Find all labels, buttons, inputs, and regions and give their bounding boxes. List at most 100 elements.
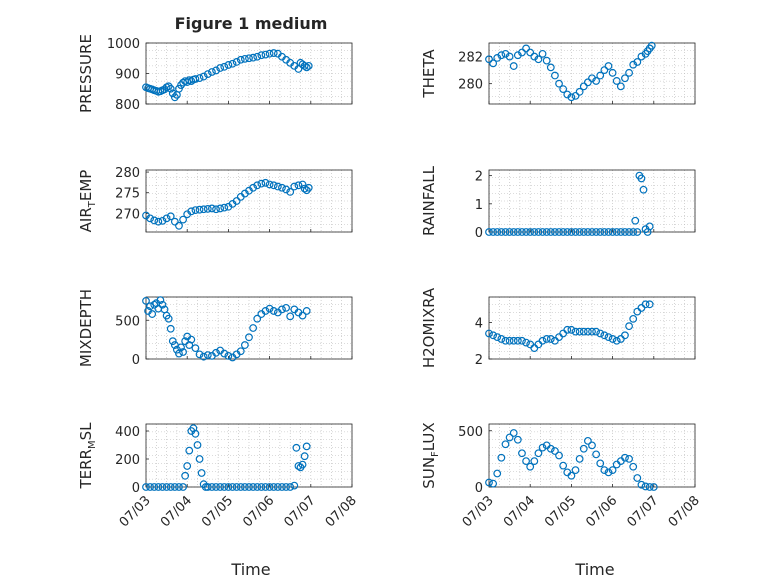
data-point: [208, 68, 216, 76]
data-point: [509, 429, 518, 437]
data-point: [304, 61, 313, 70]
data-point: [302, 186, 311, 195]
data-point: [567, 93, 576, 102]
data-point: [489, 228, 498, 236]
data-point: [596, 228, 605, 236]
y-tick-label: 0: [475, 226, 483, 241]
data-point: [612, 77, 621, 85]
data-point: [485, 228, 493, 236]
data-point: [220, 483, 229, 491]
data-point: [645, 222, 654, 231]
y-axis-label: PRESSURE: [77, 34, 95, 113]
data-point: [575, 454, 584, 463]
data-point: [300, 452, 309, 461]
data-point: [637, 174, 646, 183]
data-point: [179, 483, 187, 491]
data-point: [164, 82, 173, 91]
data-point: [485, 478, 493, 487]
data-point: [493, 228, 502, 236]
data-point: [509, 336, 518, 345]
data-point: [526, 228, 535, 236]
data-point: [177, 343, 185, 352]
y-tick-label: 270: [115, 207, 140, 222]
axes-frame: [145, 169, 353, 233]
data-point: [195, 205, 204, 214]
data-point: [505, 336, 514, 345]
data-point: [625, 68, 633, 77]
data-point: [641, 482, 650, 491]
y-tick-label: 0: [475, 481, 483, 496]
data-point: [199, 352, 208, 361]
data-point: [522, 228, 530, 236]
y-tick-label: 2: [475, 170, 483, 185]
data-point: [187, 77, 196, 86]
data-point: [608, 466, 617, 475]
data-point: [261, 483, 270, 491]
data-point: [212, 483, 220, 491]
data-point: [497, 51, 506, 60]
data-point: [592, 450, 601, 459]
data-point: [575, 87, 584, 96]
y-tick-label: 500: [458, 425, 483, 440]
data-point: [154, 483, 163, 491]
y-axis-label: SUNFLUX: [420, 422, 441, 488]
data-point: [282, 483, 290, 491]
data-point: [199, 205, 208, 214]
data-point: [497, 453, 506, 462]
data-point: [286, 312, 295, 321]
data-point: [300, 184, 309, 193]
y-tick-label: 1000: [107, 37, 140, 52]
data-point: [220, 203, 229, 212]
data-point: [245, 483, 253, 491]
data-point: [142, 483, 150, 491]
axes-rainfall: 0 1 2 RAINFALL: [420, 165, 696, 241]
data-point: [164, 314, 173, 323]
data-point: [158, 300, 167, 309]
data-point: [596, 329, 605, 338]
data-point: [583, 78, 592, 87]
data-point: [645, 300, 654, 309]
axes-frame: [488, 42, 696, 105]
data-point: [193, 441, 202, 449]
data-point: [298, 460, 307, 469]
data-point: [542, 56, 551, 65]
data-point: [203, 351, 212, 360]
data-point: [191, 429, 200, 438]
data-point: [592, 327, 601, 336]
y-axis-label: H2OMIXRA: [420, 287, 438, 368]
data-point: [555, 451, 563, 460]
data-point: [265, 180, 274, 189]
data-point: [621, 453, 629, 462]
data-point: [265, 483, 274, 491]
data-point: [596, 71, 605, 80]
data-point: [212, 205, 220, 214]
data-point: [518, 336, 526, 345]
data-point: [608, 228, 617, 236]
data-point: [583, 228, 592, 236]
y-tick-label: 200: [115, 453, 140, 468]
data-point: [583, 436, 592, 445]
data-point: [292, 443, 301, 452]
data-point: [302, 442, 311, 451]
data-point: [542, 228, 551, 236]
y-tick-label: 0: [132, 353, 140, 368]
data-point: [583, 327, 592, 336]
x-axis-label-left: Time: [230, 560, 270, 579]
data-point: [290, 481, 299, 490]
data-point: [265, 304, 274, 313]
data-point: [621, 331, 629, 340]
data-point: [588, 327, 596, 336]
data-point: [592, 228, 601, 236]
data-point: [253, 483, 262, 491]
data-point: [203, 483, 212, 491]
data-point: [649, 483, 658, 491]
data-point: [261, 307, 270, 315]
data-point: [253, 181, 262, 190]
data-point: [493, 469, 502, 478]
data-point: [294, 181, 303, 190]
data-point: [497, 335, 506, 343]
data-point: [526, 48, 535, 57]
data-point: [269, 483, 278, 491]
data-point: [559, 461, 568, 470]
y-tick-label: 400: [115, 425, 140, 440]
